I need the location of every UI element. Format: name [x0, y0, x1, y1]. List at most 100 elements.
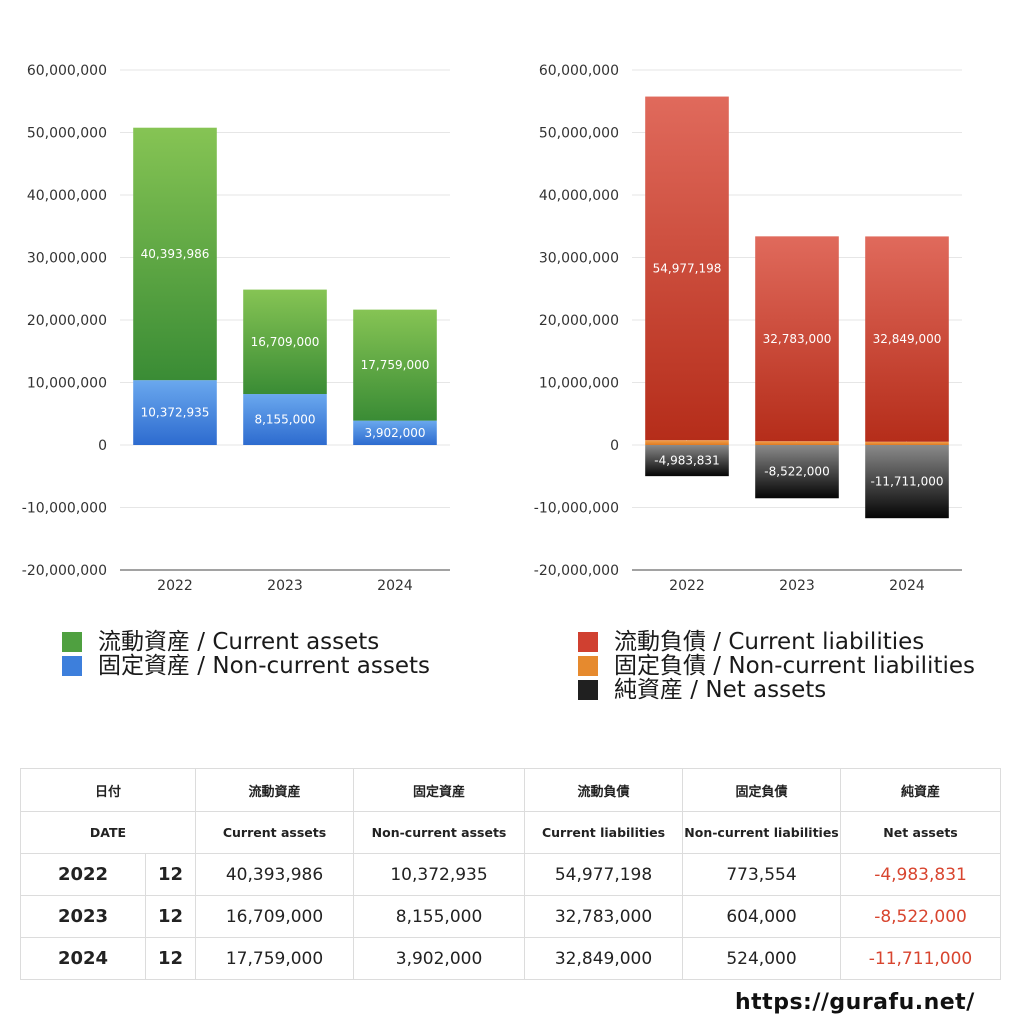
data-label: 3,902,000	[364, 426, 425, 440]
data-label: 10,372,935	[141, 406, 210, 420]
x-tick-label: 2024	[377, 578, 413, 594]
bar-segment	[645, 440, 729, 445]
header-current-assets-jp: 流動資産	[195, 768, 355, 812]
legend-swatch	[62, 632, 82, 652]
bar-segment	[865, 445, 949, 519]
cell-net-assets: -4,983,831	[840, 853, 1002, 896]
data-label: 40,393,986	[141, 247, 210, 261]
table-header-row-en: DATE Current assets Non-current assets C…	[19, 811, 1002, 854]
x-tick-label: 2023	[267, 578, 303, 594]
data-label: -11,711,000	[870, 475, 943, 489]
bar-segment	[755, 441, 839, 445]
legend-label: 固定資産 / Non-current assets	[98, 653, 431, 679]
cell-current-liabilities: 32,783,000	[524, 895, 684, 938]
bar-segment	[645, 96, 729, 441]
cell-month: 12	[144, 937, 197, 980]
legend-swatch	[578, 632, 598, 652]
legend-item-noncurrent-assets: 固定資産 / Non-current assets	[62, 654, 430, 678]
assets-chart: 60,000,000 50,000,000 40,000,000 30,000,000…	[22, 63, 450, 594]
data-label: 54,977,198	[653, 261, 722, 275]
cell-current-assets: 40,393,986	[195, 853, 355, 896]
data-label: -4,983,831	[654, 454, 719, 468]
cell-noncurrent-liabilities: 773,554	[682, 853, 842, 896]
bar-segment	[243, 289, 327, 395]
cell-year: 2022	[20, 853, 146, 896]
data-label: -8,522,000	[764, 465, 829, 479]
y-tick-label: 20,000,000	[539, 313, 619, 329]
y-tick-label: 0	[98, 438, 107, 454]
liabilities-chart: 60,000,000 50,000,000 40,000,000 30,000,000…	[534, 63, 962, 594]
header-noncurrent-assets-jp: 固定資産	[353, 768, 526, 812]
legend-item-noncurrent-liabilities: 固定負債 / Non-current liabilities	[578, 654, 975, 678]
table-row: 2024 12 17,759,000 3,902,000 32,849,000 …	[20, 937, 1002, 980]
bar-segment	[645, 445, 729, 477]
site-url[interactable]: https://gurafu.net/	[735, 990, 975, 1015]
y-tick-label: 50,000,000	[27, 126, 107, 142]
cell-month: 12	[144, 853, 197, 896]
x-tick-label: 2023	[779, 578, 815, 594]
legend-swatch	[578, 656, 598, 676]
balance-sheet-table: 日付 流動資産 固定資産 流動負債 固定負債 純資産 DATE Current …	[19, 768, 1002, 980]
data-label: 16,709,000	[251, 335, 320, 349]
header-net-assets-jp: 純資産	[840, 768, 1002, 812]
legend-label: 流動負債 / Current liabilities	[614, 629, 925, 655]
legend-item-current-assets: 流動資産 / Current assets	[62, 630, 430, 654]
table-header-row-jp: 日付 流動資産 固定資産 流動負債 固定負債 純資産	[19, 768, 1002, 812]
cell-current-liabilities: 32,849,000	[524, 937, 684, 980]
data-label: 8,155,000	[254, 413, 315, 427]
cell-noncurrent-assets: 3,902,000	[353, 937, 526, 980]
legend-swatch	[62, 656, 82, 676]
x-tick-label: 2024	[889, 578, 925, 594]
legend-label: 固定負債 / Non-current liabilities	[614, 653, 975, 679]
bar-segment	[353, 420, 437, 445]
cell-noncurrent-assets: 8,155,000	[353, 895, 526, 938]
bar-segment	[865, 441, 949, 445]
y-tick-label: 40,000,000	[539, 188, 619, 204]
cell-noncurrent-liabilities: 604,000	[682, 895, 842, 938]
legend-label: 流動資産 / Current assets	[98, 629, 380, 655]
header-current-liabilities-en: Current liabilities	[524, 811, 684, 854]
header-current-liabilities-jp: 流動負債	[524, 768, 684, 812]
x-tick-label: 2022	[669, 578, 705, 594]
header-date-jp: 日付	[19, 768, 197, 812]
bar-segment	[353, 309, 437, 421]
header-noncurrent-liabilities-en: Non-current liabilities	[682, 811, 842, 854]
legend-item-net-assets: 純資産 / Net assets	[578, 678, 975, 702]
cell-year: 2023	[20, 895, 146, 938]
cell-net-assets: -8,522,000	[840, 895, 1002, 938]
y-tick-label: 20,000,000	[27, 313, 107, 329]
cell-month: 12	[144, 895, 197, 938]
table-row: 2023 12 16,709,000 8,155,000 32,783,000 …	[20, 895, 1002, 938]
y-tick-label: 30,000,000	[539, 251, 619, 267]
assets-legend: 流動資産 / Current assets 固定資産 / Non-current…	[62, 630, 430, 678]
y-tick-label: 60,000,000	[539, 63, 619, 79]
header-net-assets-en: Net assets	[840, 811, 1002, 854]
data-label: 17,759,000	[361, 358, 430, 372]
x-tick-label: 2022	[157, 578, 193, 594]
cell-current-liabilities: 54,977,198	[524, 853, 684, 896]
header-current-assets-en: Current assets	[195, 811, 355, 854]
cell-noncurrent-assets: 10,372,935	[353, 853, 526, 896]
legend-swatch	[578, 680, 598, 700]
cell-noncurrent-liabilities: 524,000	[682, 937, 842, 980]
bar-segment	[755, 236, 839, 442]
table-row: 2022 12 40,393,986 10,372,935 54,977,198…	[20, 853, 1002, 896]
cell-current-assets: 16,709,000	[195, 895, 355, 938]
y-tick-label: -20,000,000	[534, 563, 619, 579]
bar-segment	[133, 127, 217, 381]
y-tick-label: -10,000,000	[534, 501, 619, 517]
bar-segment	[243, 394, 327, 445]
liabilities-legend: 流動負債 / Current liabilities 固定負債 / Non-cu…	[578, 630, 975, 702]
legend-label: 純資産 / Net assets	[614, 677, 827, 703]
data-label: 32,783,000	[763, 332, 832, 346]
header-date-en: DATE	[19, 811, 197, 854]
y-tick-label: -20,000,000	[22, 563, 107, 579]
cell-current-assets: 17,759,000	[195, 937, 355, 980]
y-tick-label: 50,000,000	[539, 126, 619, 142]
y-tick-label: 0	[610, 438, 619, 454]
bar-segment	[865, 236, 949, 442]
legend-item-current-liabilities: 流動負債 / Current liabilities	[578, 630, 975, 654]
bar-segment	[755, 445, 839, 499]
cell-net-assets: -11,711,000	[840, 937, 1002, 980]
header-noncurrent-assets-en: Non-current assets	[353, 811, 526, 854]
